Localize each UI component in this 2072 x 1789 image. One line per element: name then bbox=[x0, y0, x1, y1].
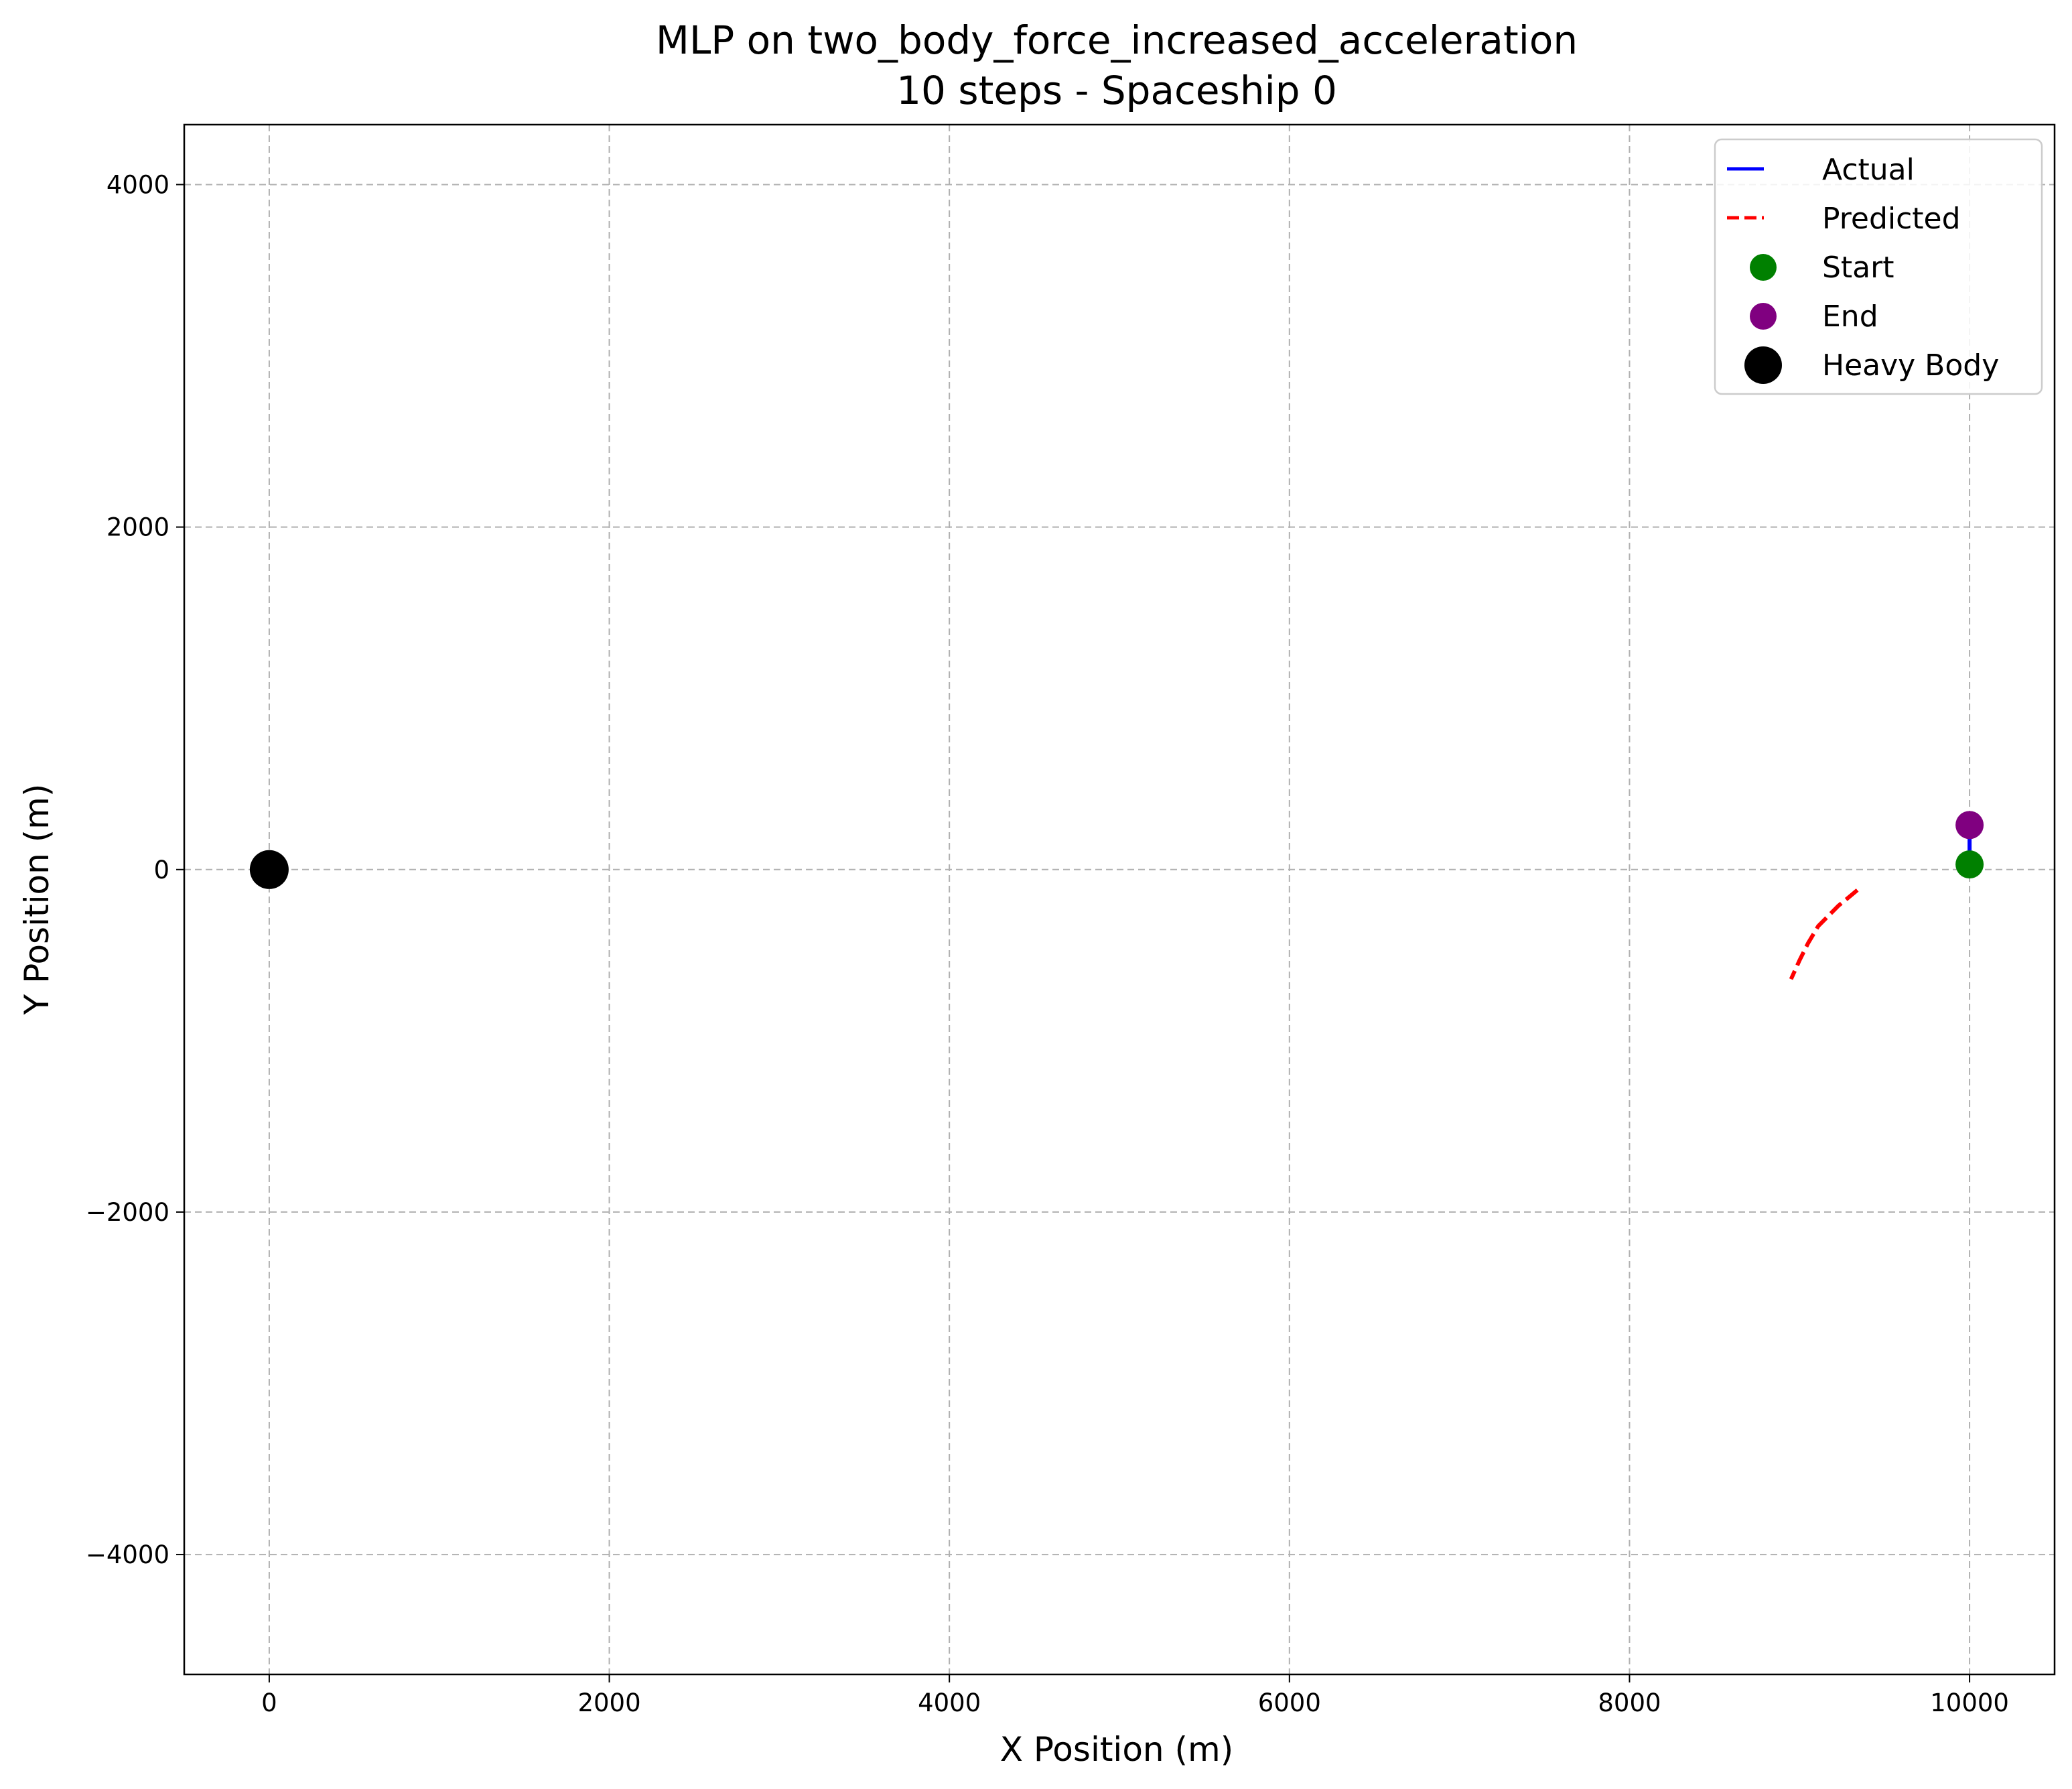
y-axis-label: Y Position (m) bbox=[17, 784, 56, 1016]
marker-start bbox=[1955, 850, 1984, 879]
x-axis-label: X Position (m) bbox=[1000, 1730, 1233, 1769]
y-tick-label: 2000 bbox=[107, 513, 169, 542]
x-tick-label: 2000 bbox=[577, 1688, 640, 1717]
marker-layer bbox=[249, 811, 1984, 889]
series-predicted-line bbox=[1789, 888, 1859, 980]
x-ticks: 0 2000 4000 6000 8000 10000 bbox=[261, 1674, 2009, 1717]
chart-title: MLP on two_body_force_increased_accelera… bbox=[656, 17, 1578, 63]
y-tick-label: −4000 bbox=[86, 1540, 169, 1569]
legend-predicted-label: Predicted bbox=[1822, 202, 1961, 236]
legend-box bbox=[1714, 138, 2043, 395]
legend: Actual Predicted Start End Heavy Body bbox=[1714, 138, 2043, 395]
legend-heavy-body-swatch bbox=[1744, 346, 1782, 384]
legend-actual-label: Actual bbox=[1822, 153, 1915, 187]
y-tick-label: 4000 bbox=[107, 170, 169, 199]
legend-end-swatch bbox=[1750, 303, 1777, 330]
legend-heavy-body-label: Heavy Body bbox=[1822, 348, 1999, 383]
x-tick-label: 10000 bbox=[1930, 1688, 2009, 1717]
x-tick-label: 4000 bbox=[918, 1688, 981, 1717]
y-tick-label: 0 bbox=[153, 856, 169, 884]
marker-heavy-body bbox=[249, 850, 289, 889]
x-tick-label: 0 bbox=[261, 1688, 277, 1717]
chart-subtitle: 10 steps - Spaceship 0 bbox=[896, 68, 1337, 113]
y-tick-label: −2000 bbox=[86, 1198, 169, 1227]
plot-frame bbox=[183, 123, 2056, 1676]
x-tick-label: 8000 bbox=[1598, 1688, 1661, 1717]
marker-end bbox=[1955, 811, 1984, 840]
legend-start-label: Start bbox=[1822, 251, 1894, 285]
legend-end-label: End bbox=[1822, 300, 1878, 334]
x-tick-label: 6000 bbox=[1258, 1688, 1321, 1717]
y-ticks: −4000 −2000 0 2000 4000 bbox=[86, 170, 184, 1569]
legend-start-swatch bbox=[1750, 254, 1777, 281]
